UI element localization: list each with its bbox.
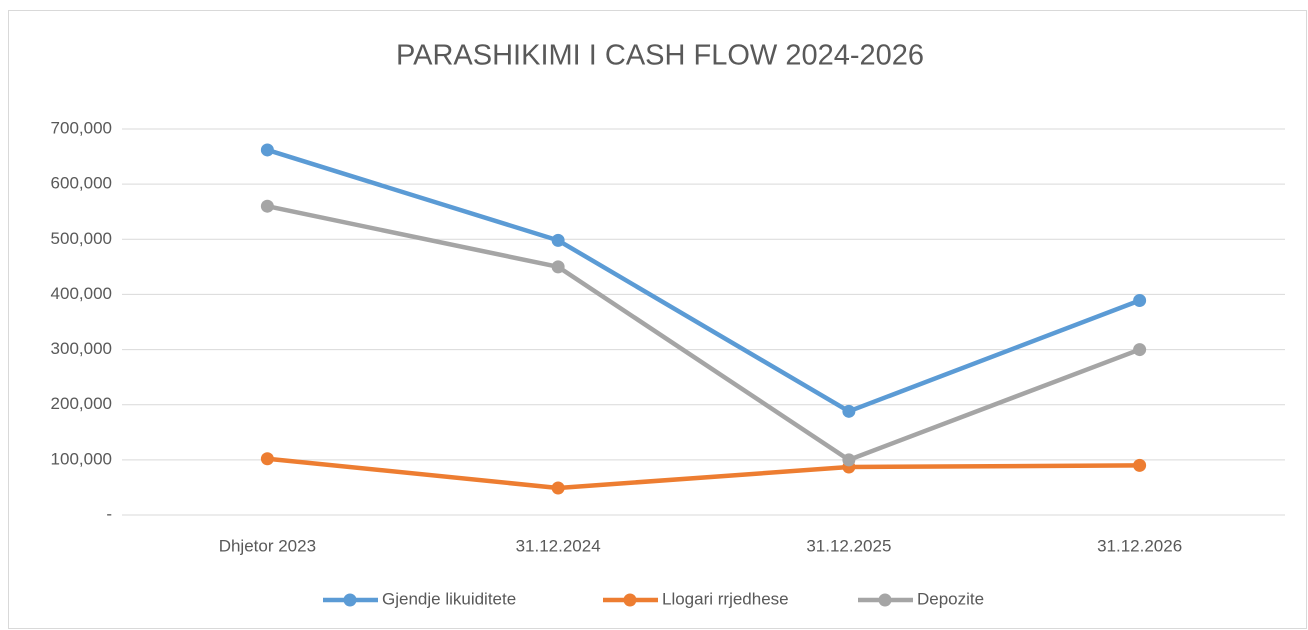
chart-title: PARASHIKIMI I CASH FLOW 2024-2026 (396, 40, 924, 72)
y-tick-label: 100,000 (51, 449, 112, 468)
data-point (842, 404, 856, 418)
y-tick-label: - (106, 504, 112, 523)
y-tick-label: 400,000 (51, 284, 112, 303)
x-tick-label: Dhjetor 2023 (219, 536, 316, 555)
data-point (551, 481, 565, 495)
legend-label: Gjendje likuiditete (382, 589, 516, 608)
data-point (1133, 458, 1147, 472)
legend-label: Llogari rrjedhese (662, 589, 789, 608)
y-tick-label: 700,000 (51, 118, 112, 137)
x-tick-label: 31.12.2024 (516, 536, 601, 555)
y-tick-label: 600,000 (51, 174, 112, 193)
y-tick-label: 300,000 (51, 339, 112, 358)
x-tick-label: 31.12.2025 (806, 536, 891, 555)
data-point (260, 452, 274, 466)
data-point (260, 143, 274, 157)
data-point (551, 260, 565, 274)
y-tick-label: 200,000 (51, 394, 112, 413)
series-line (265, 203, 1142, 463)
legend-label: Depozite (917, 589, 984, 608)
series-line (265, 456, 1142, 491)
data-point (1133, 293, 1147, 307)
data-point (842, 453, 856, 467)
series-line (265, 147, 1142, 414)
legend-marker (878, 593, 892, 607)
legend-marker (623, 593, 637, 607)
legend-marker (343, 593, 357, 607)
data-point (1133, 343, 1147, 357)
y-tick-label: 500,000 (51, 229, 112, 248)
data-point (551, 233, 565, 247)
x-tick-label: 31.12.2026 (1097, 536, 1182, 555)
data-point (260, 199, 274, 213)
